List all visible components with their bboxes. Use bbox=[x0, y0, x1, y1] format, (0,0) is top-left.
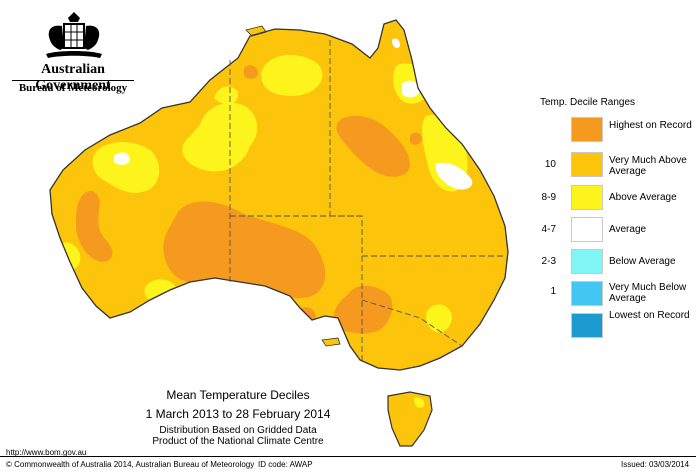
legend-label-very-much-below: Very Much Below Average bbox=[609, 282, 687, 304]
map-caption: Mean Temperature Deciles 1 March 2013 to… bbox=[118, 388, 358, 447]
bom-url-link[interactable]: http://www.bom.gov.au bbox=[6, 448, 87, 457]
legend-code-4: 4-7 bbox=[541, 224, 556, 235]
kangaroo-island bbox=[321, 337, 341, 347]
above-average-region-top-end bbox=[261, 54, 323, 96]
record-region-queensland-coast bbox=[410, 132, 422, 145]
government-title: Australian Government bbox=[35, 62, 111, 93]
coat-of-arms-icon bbox=[46, 12, 102, 58]
average-region-cape-york-tip bbox=[392, 38, 400, 48]
above-average-region-north bbox=[182, 102, 258, 172]
legend-title: Temp. Decile Ranges bbox=[540, 97, 636, 108]
above-average-region-arnhem bbox=[214, 86, 239, 105]
header-divider bbox=[12, 80, 134, 81]
average-region-cape-york bbox=[402, 80, 420, 98]
average-region-northwest bbox=[114, 152, 130, 165]
legend-label-below: Below Average bbox=[609, 256, 676, 267]
boundary-sa-qld bbox=[330, 215, 363, 256]
bureau-title: Bureau of Meteorology bbox=[18, 82, 128, 94]
record-region-south-australia bbox=[333, 285, 393, 334]
legend-label-lowest: Lowest on Record bbox=[609, 310, 690, 321]
legend-swatch-below bbox=[571, 249, 603, 274]
legend-code-2: 10 bbox=[544, 159, 556, 170]
tasmania bbox=[387, 391, 433, 447]
legend-swatch-very-much-above bbox=[571, 152, 603, 177]
average-region-queensland bbox=[435, 162, 473, 190]
legend-swatch-highest bbox=[571, 117, 603, 142]
copyright-text: © Commonwealth of Australia 2014, Austra… bbox=[6, 460, 255, 469]
legend-label-highest: Highest on Record bbox=[609, 120, 692, 131]
legend-swatch-above bbox=[571, 185, 603, 210]
record-region-west bbox=[76, 190, 113, 262]
legend-code-6: 1 bbox=[550, 286, 556, 297]
legend-swatch-lowest bbox=[571, 313, 603, 338]
map-title: Mean Temperature Deciles bbox=[166, 388, 310, 402]
caption-product: Product of the National Climate Centre bbox=[152, 436, 324, 447]
footer-divider bbox=[0, 456, 696, 457]
legend-code-3: 8-9 bbox=[541, 192, 556, 203]
legend-label-very-much-above: Very Much Above Average bbox=[609, 155, 687, 177]
boundary-nsw-vic bbox=[361, 299, 463, 347]
legend-swatch-average bbox=[571, 217, 603, 242]
coastline bbox=[49, 19, 509, 371]
caption-distribution: Distribution Based on Gridded Data bbox=[159, 425, 317, 436]
date-range: 1 March 2013 to 28 February 2014 bbox=[145, 407, 331, 421]
legend-label-above: Above Average bbox=[609, 192, 677, 203]
legend-label-average: Average bbox=[609, 224, 647, 235]
tasmania-above-average bbox=[414, 397, 425, 408]
record-region-north-coast bbox=[244, 65, 258, 79]
record-region-queensland bbox=[336, 115, 410, 177]
id-code: ID code: AWAP bbox=[258, 460, 313, 469]
legend-code-5: 2-3 bbox=[541, 256, 556, 267]
above-average-region-northwest bbox=[92, 142, 160, 193]
legend-swatch-very-much-below bbox=[571, 281, 603, 306]
issued-date: Issued: 03/03/2014 bbox=[621, 460, 690, 469]
record-region-central bbox=[163, 201, 326, 299]
above-average-region-southeast bbox=[425, 304, 452, 333]
